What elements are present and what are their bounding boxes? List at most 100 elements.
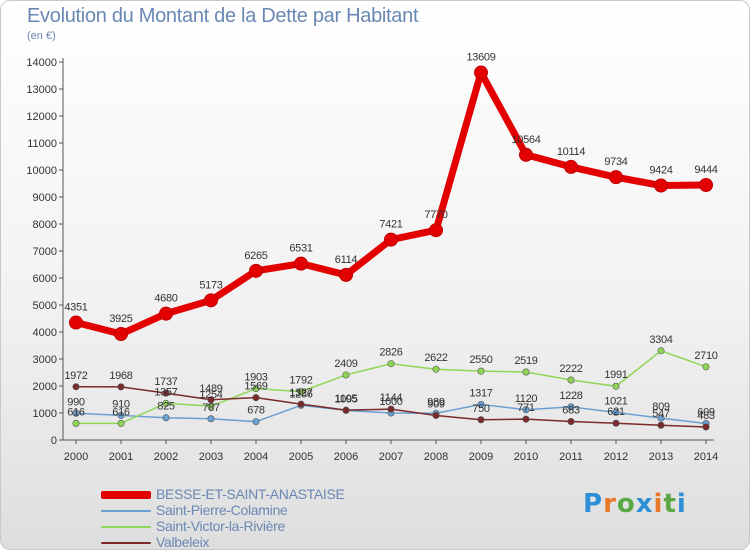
x-tick-label: 2002: [154, 451, 178, 463]
data-point: [117, 411, 125, 419]
data-label: 9424: [649, 165, 672, 177]
data-label: 1095: [334, 393, 357, 405]
series-besse-et-saint-anastaise: [69, 65, 713, 342]
data-point: [252, 385, 260, 393]
data-point: [477, 416, 485, 424]
data-label: 13609: [466, 52, 495, 64]
data-point: [117, 383, 125, 391]
data-label: 825: [157, 401, 175, 413]
data-point: [567, 403, 575, 411]
x-tick-label: 2000: [64, 451, 88, 463]
data-point: [117, 419, 125, 427]
data-label: 1357: [154, 386, 177, 398]
data-point: [564, 159, 578, 174]
legend-swatch: [101, 491, 151, 499]
data-point: [159, 306, 173, 321]
data-point: [519, 147, 533, 162]
data-point: [612, 419, 620, 427]
x-tick-label: 2010: [514, 451, 538, 463]
data-label: 5173: [199, 279, 222, 291]
data-point: [162, 399, 170, 407]
data-label: 6265: [244, 250, 267, 262]
data-point: [474, 65, 488, 80]
data-label: 1021: [604, 395, 627, 407]
data-point: [432, 411, 440, 419]
data-label: 1737: [154, 376, 177, 388]
data-label: 1792: [289, 375, 312, 387]
data-label: 909: [427, 398, 445, 410]
data-label: 1228: [559, 390, 582, 402]
legend-item: Valbeleix: [101, 534, 461, 550]
legend: BESSE-ET-SAINT-ANASTAISE Saint-Pierre-Col…: [101, 486, 461, 550]
data-label: 809: [652, 401, 670, 413]
y-tick-label: 3000: [33, 354, 57, 366]
data-label: 4680: [154, 293, 177, 305]
data-point: [432, 365, 440, 373]
data-label: 483: [697, 410, 715, 422]
legend-item: Saint-Victor-la-Rivière: [101, 518, 461, 535]
legend-label: Saint-Pierre-Colamine: [156, 502, 288, 518]
data-point: [72, 419, 80, 427]
data-point: [477, 400, 485, 408]
data-point: [387, 405, 395, 413]
data-point: [522, 415, 530, 423]
data-point: [612, 382, 620, 390]
data-label: 1254: [199, 389, 222, 401]
data-point: [72, 409, 80, 417]
data-point: [69, 315, 83, 330]
data-label: 6531: [289, 243, 312, 255]
x-tick-label: 2009: [469, 451, 493, 463]
data-label: 1327: [289, 387, 312, 399]
data-point: [342, 371, 350, 379]
y-tick-label: 9000: [33, 192, 57, 204]
data-label: 990: [67, 396, 85, 408]
x-tick-label: 2004: [244, 451, 268, 463]
legend-item: Saint-Pierre-Colamine: [101, 502, 461, 519]
data-point: [612, 408, 620, 416]
data-point: [252, 394, 260, 402]
data-label: 609: [697, 407, 715, 419]
data-point: [294, 256, 308, 271]
data-point: [567, 376, 575, 384]
data-label: 2622: [424, 352, 447, 364]
data-point: [162, 389, 170, 397]
data-label: 1286: [289, 388, 312, 400]
data-label: 771: [517, 402, 535, 414]
data-label: 1144: [380, 392, 403, 404]
legend-swatch: [101, 526, 151, 528]
legend-item: BESSE-ET-SAINT-ANASTAISE: [101, 486, 461, 503]
data-label: 1991: [604, 369, 627, 381]
y-tick-label: 12000: [26, 111, 57, 123]
y-tick-label: 6000: [33, 273, 57, 285]
data-point: [522, 368, 530, 376]
data-label: 10114: [557, 146, 585, 158]
data-label: 10564: [511, 134, 540, 146]
data-label: 1972: [64, 370, 87, 382]
data-label: 1903: [244, 372, 267, 384]
data-point: [702, 423, 710, 431]
y-tick-label: 4000: [33, 327, 57, 339]
data-point: [249, 263, 263, 278]
x-tick-label: 2005: [289, 451, 313, 463]
legend-label: Valbeleix: [156, 534, 210, 550]
data-label: 9444: [694, 164, 717, 176]
data-label: 6114: [335, 254, 358, 266]
data-label: 547: [652, 408, 670, 420]
data-point: [114, 327, 128, 342]
data-point: [657, 414, 665, 422]
data-label: 1120: [515, 393, 538, 405]
y-tick-label: 14000: [26, 57, 57, 69]
data-point: [387, 360, 395, 368]
x-tick-label: 2013: [649, 451, 673, 463]
y-tick-label: 13000: [26, 84, 57, 96]
chart-unit: (en €): [27, 30, 56, 42]
y-tick-label: 7000: [33, 246, 57, 258]
legend-label: Saint-Victor-la-Rivière: [156, 518, 285, 534]
y-tick-label: 1000: [33, 408, 57, 420]
data-label: 621: [607, 406, 625, 418]
data-point: [657, 347, 665, 355]
data-point: [609, 170, 623, 185]
data-label: 1000: [379, 396, 402, 408]
chart-plot: 0 1000 2000 3000 4000 5000 6000 7000 8000 9000 100…: [26, 52, 718, 463]
